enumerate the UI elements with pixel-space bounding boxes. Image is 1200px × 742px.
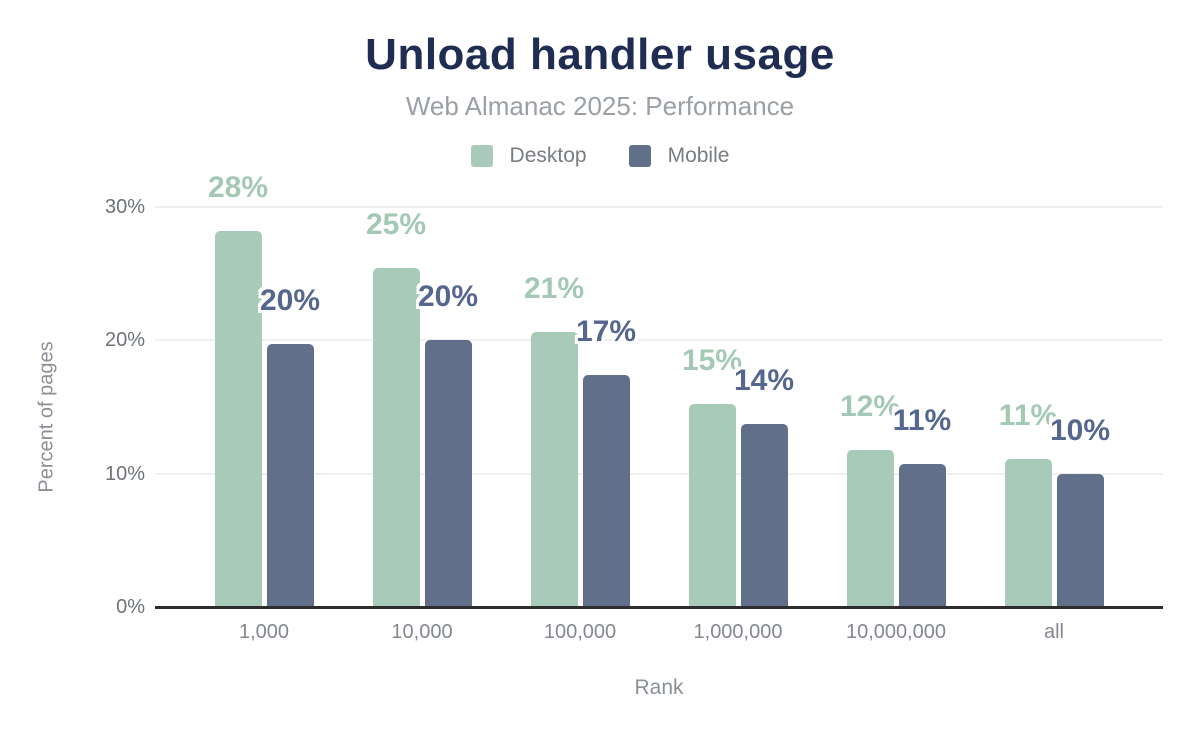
y-tick-0: 0% — [116, 596, 145, 618]
bar-desktop-10-000 — [372, 268, 420, 607]
legend-swatch-desktop — [470, 145, 493, 167]
x-tick-1-000-000: 1,000,000 — [693, 621, 783, 643]
x-tick-10-000: 10,000 — [391, 621, 453, 643]
bar-mobile-1-000-000 — [740, 424, 788, 607]
bar-label-desktop-100-000: 21% — [523, 272, 585, 306]
gridline-30 — [155, 206, 1163, 208]
x-axis-baseline — [155, 606, 1163, 609]
chart-title: Unload handler usage — [365, 30, 835, 79]
bar-mobile-10-000 — [424, 340, 472, 607]
bar-label-desktop-10-000-000: 12% — [839, 389, 901, 423]
x-tick-1-000: 1,000 — [238, 621, 290, 643]
y-tick-30: 30% — [104, 196, 145, 218]
bar-desktop-1-000 — [214, 231, 262, 607]
bar-mobile-100-000 — [582, 375, 630, 607]
bar-label-mobile-10-000: 20% — [417, 280, 479, 314]
bar-desktop-1-000-000 — [688, 404, 736, 607]
x-axis-title: Rank — [634, 676, 684, 699]
x-tick-100-000: 100,000 — [543, 621, 617, 643]
x-tick-10-000-000: 10,000,000 — [845, 621, 947, 643]
y-tick-10: 10% — [104, 462, 145, 485]
bar-label-desktop-10-000: 25% — [365, 208, 427, 242]
bar-desktop-10-000-000 — [846, 449, 894, 607]
plot-area: 28% 20% 25% 20% 21% 17% 15% 14% 12% 11% 11% 10% — [155, 173, 1163, 609]
legend-label-desktop: Desktop — [509, 144, 587, 167]
bar-mobile-all — [1056, 473, 1104, 607]
legend: Desktop Mobile — [0, 144, 1200, 168]
legend-swatch-mobile — [628, 145, 651, 167]
legend-label-mobile: Mobile — [667, 144, 730, 167]
bar-desktop-100-000 — [530, 332, 578, 607]
bar-label-mobile-all: 10% — [1049, 413, 1111, 447]
bar-mobile-10-000-000 — [898, 464, 946, 607]
x-tick-all: all — [1043, 621, 1065, 643]
gridline-20 — [155, 339, 1163, 342]
bar-label-desktop-1-000-000: 15% — [681, 344, 743, 378]
bar-desktop-all — [1004, 459, 1052, 607]
bar-label-desktop-1-000: 28% — [207, 171, 269, 204]
y-tick-20: 20% — [104, 329, 145, 352]
legend-item-desktop: Desktop — [470, 144, 587, 168]
y-axis-title: Percent of pages — [35, 341, 58, 493]
legend-item-mobile: Mobile — [628, 144, 730, 168]
bar-mobile-1-000 — [266, 344, 314, 607]
bar-label-mobile-1-000-000: 14% — [733, 364, 795, 398]
gridline-10 — [155, 472, 1163, 475]
bar-label-mobile-10-000-000: 11% — [892, 404, 952, 438]
bar-label-desktop-all: 11% — [998, 399, 1058, 432]
chart-subtitle: Web Almanac 2025: Performance — [405, 91, 795, 121]
bar-label-mobile-100-000: 17% — [575, 315, 637, 348]
bar-label-mobile-1-000: 20% — [259, 284, 321, 318]
